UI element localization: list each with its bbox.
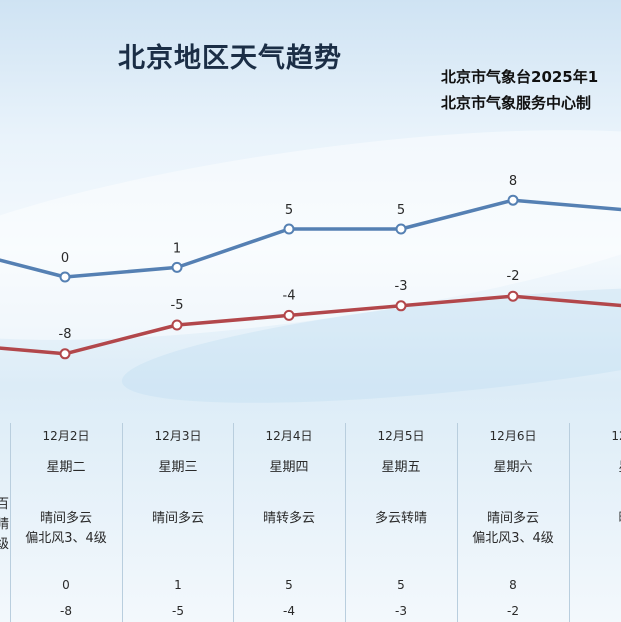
day-column: 百晴级 xyxy=(0,423,10,622)
day-weather: 晴间多云偏北风3、4级 xyxy=(11,509,121,549)
day-weekday: 星 xyxy=(570,456,621,475)
day-low-temp: -4 xyxy=(283,604,295,618)
day-date: 12月4日 xyxy=(265,429,313,443)
day-column: 12月2日星期二晴间多云偏北风3、4级 0 -8 xyxy=(10,423,121,622)
low-temp-label: -2 xyxy=(507,269,520,284)
day-column: 12月5日星期五多云转晴 5 -3 xyxy=(345,423,456,622)
high-temp-label: 5 xyxy=(397,203,405,218)
day-weather: 多云转晴 xyxy=(346,509,456,529)
day-high-temp: 5 xyxy=(397,578,405,592)
high-temp-point xyxy=(59,271,71,283)
weather-line: 晴间多云 xyxy=(151,511,204,526)
day-column: 12月3日星期三晴间多云 1 -5 xyxy=(122,423,233,622)
low-temp-point xyxy=(171,319,183,331)
high-temp-point xyxy=(283,223,295,235)
weather-line: 级 xyxy=(0,535,9,555)
high-temp-point xyxy=(395,223,407,235)
day-weekday: 星期三 xyxy=(158,460,198,475)
high-temp-point xyxy=(171,261,183,273)
day-high-temp: 5 xyxy=(285,578,293,592)
day-weather: 晴 xyxy=(570,509,621,529)
day-date: 12月 xyxy=(611,429,621,443)
low-temp-label: -5 xyxy=(171,298,184,313)
day-weekday: 星期六 xyxy=(493,460,533,475)
day-date: 12月5日 xyxy=(377,429,425,443)
day-weather: 晴间多云偏北风3、4级 xyxy=(458,509,568,549)
day-low-temp: -5 xyxy=(172,604,184,618)
low-temp-point xyxy=(507,290,519,302)
day-date: 12月2日 xyxy=(42,429,90,443)
day-weather: 百晴级 xyxy=(0,495,9,555)
source-line-2: 北京市气象服务中心制 xyxy=(441,94,592,112)
day-weekday: 星期五 xyxy=(381,460,421,475)
day-high-temp: 0 xyxy=(62,578,70,592)
high-temp-label: 5 xyxy=(285,203,293,218)
weather-line: 晴 xyxy=(570,509,621,529)
day-high-temp: 1 xyxy=(174,578,182,592)
day-low-temp: -2 xyxy=(507,604,519,618)
source-line-1: 北京市气象台2025年1 xyxy=(441,68,599,86)
day-date: 12月6日 xyxy=(489,429,537,443)
day-low-temp: - xyxy=(570,604,621,618)
day-weather: 晴间多云 xyxy=(123,509,233,529)
day-weekday: 星期四 xyxy=(269,460,309,475)
low-temp-label: -4 xyxy=(283,288,296,303)
weather-line: 晴 xyxy=(0,515,9,535)
day-high-temp: 8 xyxy=(509,578,517,592)
low-temp-point xyxy=(395,300,407,312)
low-temp-point xyxy=(283,309,295,321)
day-low-temp: -8 xyxy=(60,604,72,618)
low-temp-label: -3 xyxy=(395,279,408,294)
day-date: 12月3日 xyxy=(154,429,202,443)
high-temp-point xyxy=(507,194,519,206)
day-column: 12月6日星期六晴间多云偏北风3、4级 8 -2 xyxy=(457,423,568,622)
weather-line: 百 xyxy=(0,495,9,515)
day-weather: 晴转多云 xyxy=(234,509,344,529)
weather-line: 晴间多云 xyxy=(486,511,539,526)
chart-title: 北京地区天气趋势 xyxy=(118,43,342,74)
low-temp-label: -8 xyxy=(59,327,72,342)
day-column: 12月星晴 - xyxy=(569,423,621,622)
weather-line: 偏北风3、4级 xyxy=(472,531,554,546)
day-weekday: 星期二 xyxy=(46,460,86,475)
weather-line: 晴间多云 xyxy=(39,511,92,526)
weather-line: 偏北风3、4级 xyxy=(25,531,107,546)
weather-line: 晴转多云 xyxy=(262,511,315,526)
low-temp-line xyxy=(0,294,621,356)
day-column: 12月4日星期四晴转多云 5 -4 xyxy=(233,423,344,622)
low-temp-point xyxy=(59,348,71,360)
weather-line: 多云转晴 xyxy=(374,511,427,526)
high-temp-line xyxy=(0,198,621,279)
high-temp-label: 1 xyxy=(173,241,181,256)
high-temp-label: 0 xyxy=(61,251,69,266)
high-temp-label: 8 xyxy=(509,174,517,189)
day-low-temp: -3 xyxy=(395,604,407,618)
